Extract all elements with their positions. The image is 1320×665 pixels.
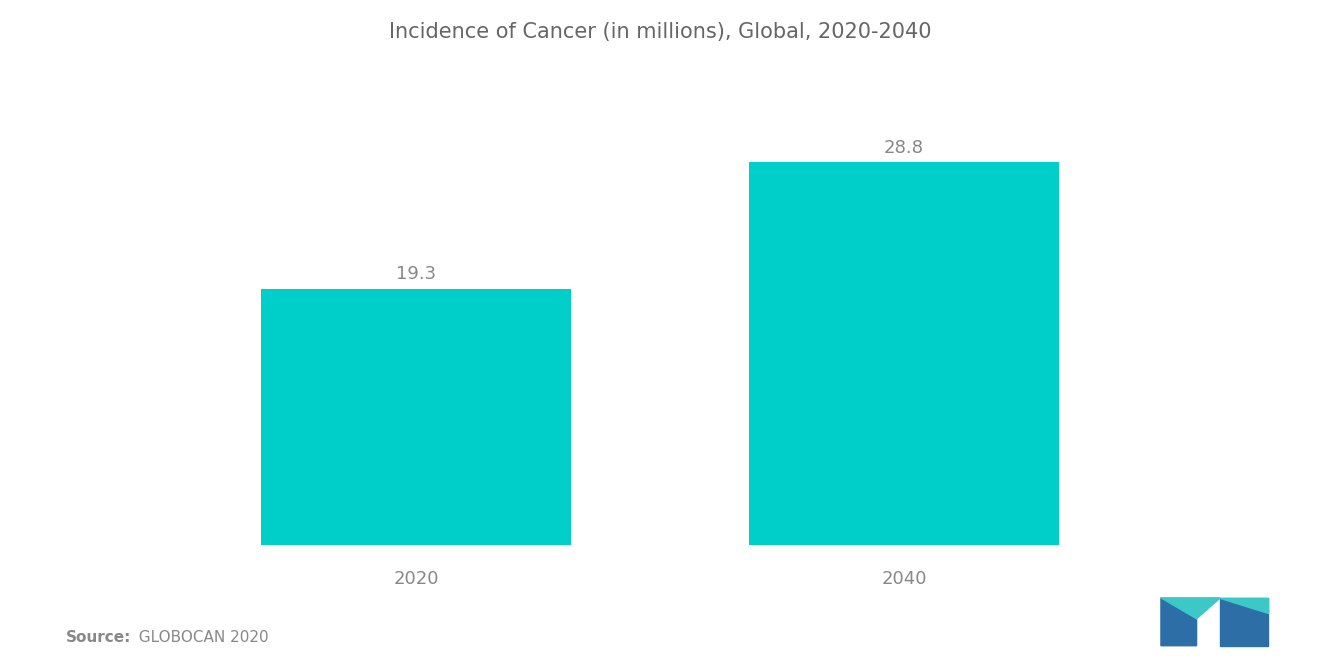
- Polygon shape: [1220, 598, 1267, 613]
- Title: Incidence of Cancer (in millions), Global, 2020-2040: Incidence of Cancer (in millions), Globa…: [389, 22, 931, 42]
- Text: Source:: Source:: [66, 630, 132, 645]
- Text: 28.8: 28.8: [884, 139, 924, 157]
- Bar: [261, 289, 572, 545]
- Text: 19.3: 19.3: [396, 265, 436, 283]
- Polygon shape: [1162, 598, 1220, 618]
- Bar: [748, 162, 1059, 545]
- Polygon shape: [1220, 598, 1267, 646]
- Text: GLOBOCAN 2020: GLOBOCAN 2020: [129, 630, 269, 645]
- Polygon shape: [1162, 598, 1196, 646]
